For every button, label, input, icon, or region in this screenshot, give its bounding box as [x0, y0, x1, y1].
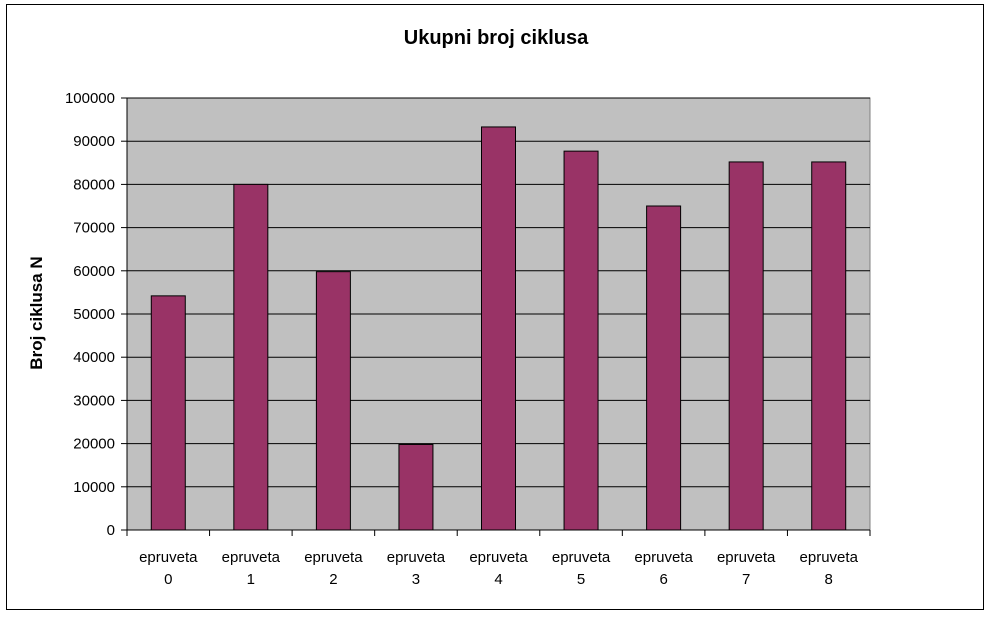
bar — [315, 271, 351, 531]
x-tick-label: epruveta 8 — [800, 549, 859, 588]
chart-title: Ukupni broj ciklusa — [404, 27, 589, 49]
axes — [121, 97, 871, 536]
bar — [811, 161, 847, 531]
y-tick-label: 30000 — [73, 392, 115, 409]
y-tick-label: 100000 — [65, 90, 115, 107]
y-tick-label: 40000 — [73, 349, 115, 366]
x-tick-label: epruveta 4 — [469, 549, 528, 588]
bar — [150, 295, 186, 531]
bar — [233, 183, 269, 531]
x-tick-label: epruveta 6 — [634, 549, 693, 588]
bar — [563, 150, 599, 531]
y-axis-label: Broj ciklusa N — [27, 256, 46, 369]
x-tick-labels: epruveta 0 epruveta 1 epruveta 2 epruveta 3 epru… — [139, 549, 858, 588]
y-tick-label: 80000 — [73, 176, 115, 193]
bar — [646, 205, 682, 531]
y-tick-label: 0 — [107, 522, 115, 539]
bars — [150, 126, 847, 531]
y-tick-label: 70000 — [73, 220, 115, 237]
x-tick-label: epruveta 7 — [717, 549, 776, 588]
y-tick-label: 60000 — [73, 263, 115, 280]
x-tick-label: epruveta 0 — [139, 549, 198, 588]
bar — [481, 126, 516, 531]
bar — [728, 161, 764, 531]
x-tick-label: epruveta 2 — [304, 549, 363, 588]
y-tick-label: 50000 — [73, 306, 115, 323]
x-tick-label: epruveta 5 — [552, 549, 611, 588]
x-tick-label: epruveta 3 — [387, 549, 446, 588]
y-tick-label: 10000 — [73, 479, 115, 496]
y-tick-label: 20000 — [73, 436, 115, 453]
y-tick-label: 90000 — [73, 133, 115, 150]
bar — [398, 443, 434, 531]
y-tick-labels: 0 10000 20000 30000 40000 50000 60000 70000 8000… — [65, 90, 115, 539]
x-tick-label: epruveta 1 — [222, 549, 281, 588]
